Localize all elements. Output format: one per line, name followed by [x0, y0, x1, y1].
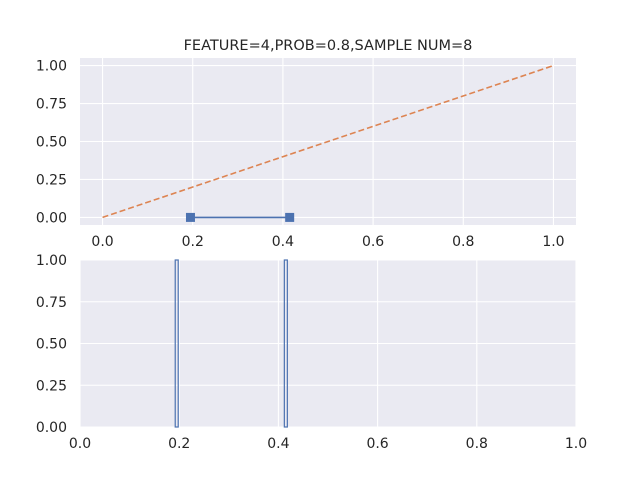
series-point-0 [185, 212, 195, 222]
x-tick-label: 0.0 [91, 234, 113, 250]
histogram-bar [283, 259, 288, 428]
y-tick-label: 0.50 [36, 337, 67, 353]
top-plot: 0.0 0.2 0.4 0.6 0.8 1.0 0.000.250.500.751.00 … [36, 38, 576, 250]
y-tick-label: 0.75 [36, 97, 67, 113]
bottom-x-tick-labels: 0.0 0.2 0.4 0.6 0.8 1.0 [69, 436, 587, 452]
chart-title: FEATURE=4,PROB=0.8,SAMPLE NUM=8 [184, 38, 473, 54]
x-tick-label: 0.8 [466, 436, 488, 452]
series-line-1 [102, 64, 554, 219]
y-tick-label: 1.00 [36, 59, 67, 75]
x-tick-label: 0.6 [366, 436, 388, 452]
top-plot-grid [80, 58, 576, 225]
x-tick-label: 0.4 [267, 436, 289, 452]
bottom-plot-grid [79, 259, 577, 428]
bottom-y-tick-labels: 0.00 0.25 0.50 0.75 1.00 [36, 253, 67, 436]
top-x-tick-labels: 0.0 0.2 0.4 0.6 0.8 1.0 [91, 234, 564, 250]
x-tick-label: 1.0 [542, 234, 564, 250]
x-tick-label: 1.0 [565, 436, 587, 452]
bottom-plot-marks [174, 259, 288, 428]
x-tick-label: 0.2 [182, 234, 204, 250]
y-tick-label: 0.00 [36, 420, 67, 436]
y-tick-label: 0.00 [36, 210, 67, 226]
x-tick-label: 0.6 [362, 234, 384, 250]
y-tick-label: 0.50 [36, 135, 67, 151]
y-tick-label: 0.75 [36, 295, 67, 311]
top-y-tick-labels: 0.00 0.25 0.50 0.75 1.00 [36, 59, 67, 227]
x-tick-label: 0.4 [272, 234, 294, 250]
x-tick-label: 0.2 [168, 436, 190, 452]
y-tick-label: 0.25 [36, 378, 67, 394]
series-point-0 [285, 212, 295, 222]
x-tick-label: 0.8 [452, 234, 474, 250]
histogram-bar [174, 259, 179, 428]
x-tick-label: 0.0 [69, 436, 91, 452]
y-tick-label: 0.25 [36, 172, 67, 188]
top-plot-marks [102, 64, 554, 222]
bottom-plot: 0.0 0.2 0.4 0.6 0.8 1.0 0.00 0.25 0.50 0.75 1.00 [36, 253, 587, 452]
y-tick-label: 1.00 [36, 253, 67, 269]
